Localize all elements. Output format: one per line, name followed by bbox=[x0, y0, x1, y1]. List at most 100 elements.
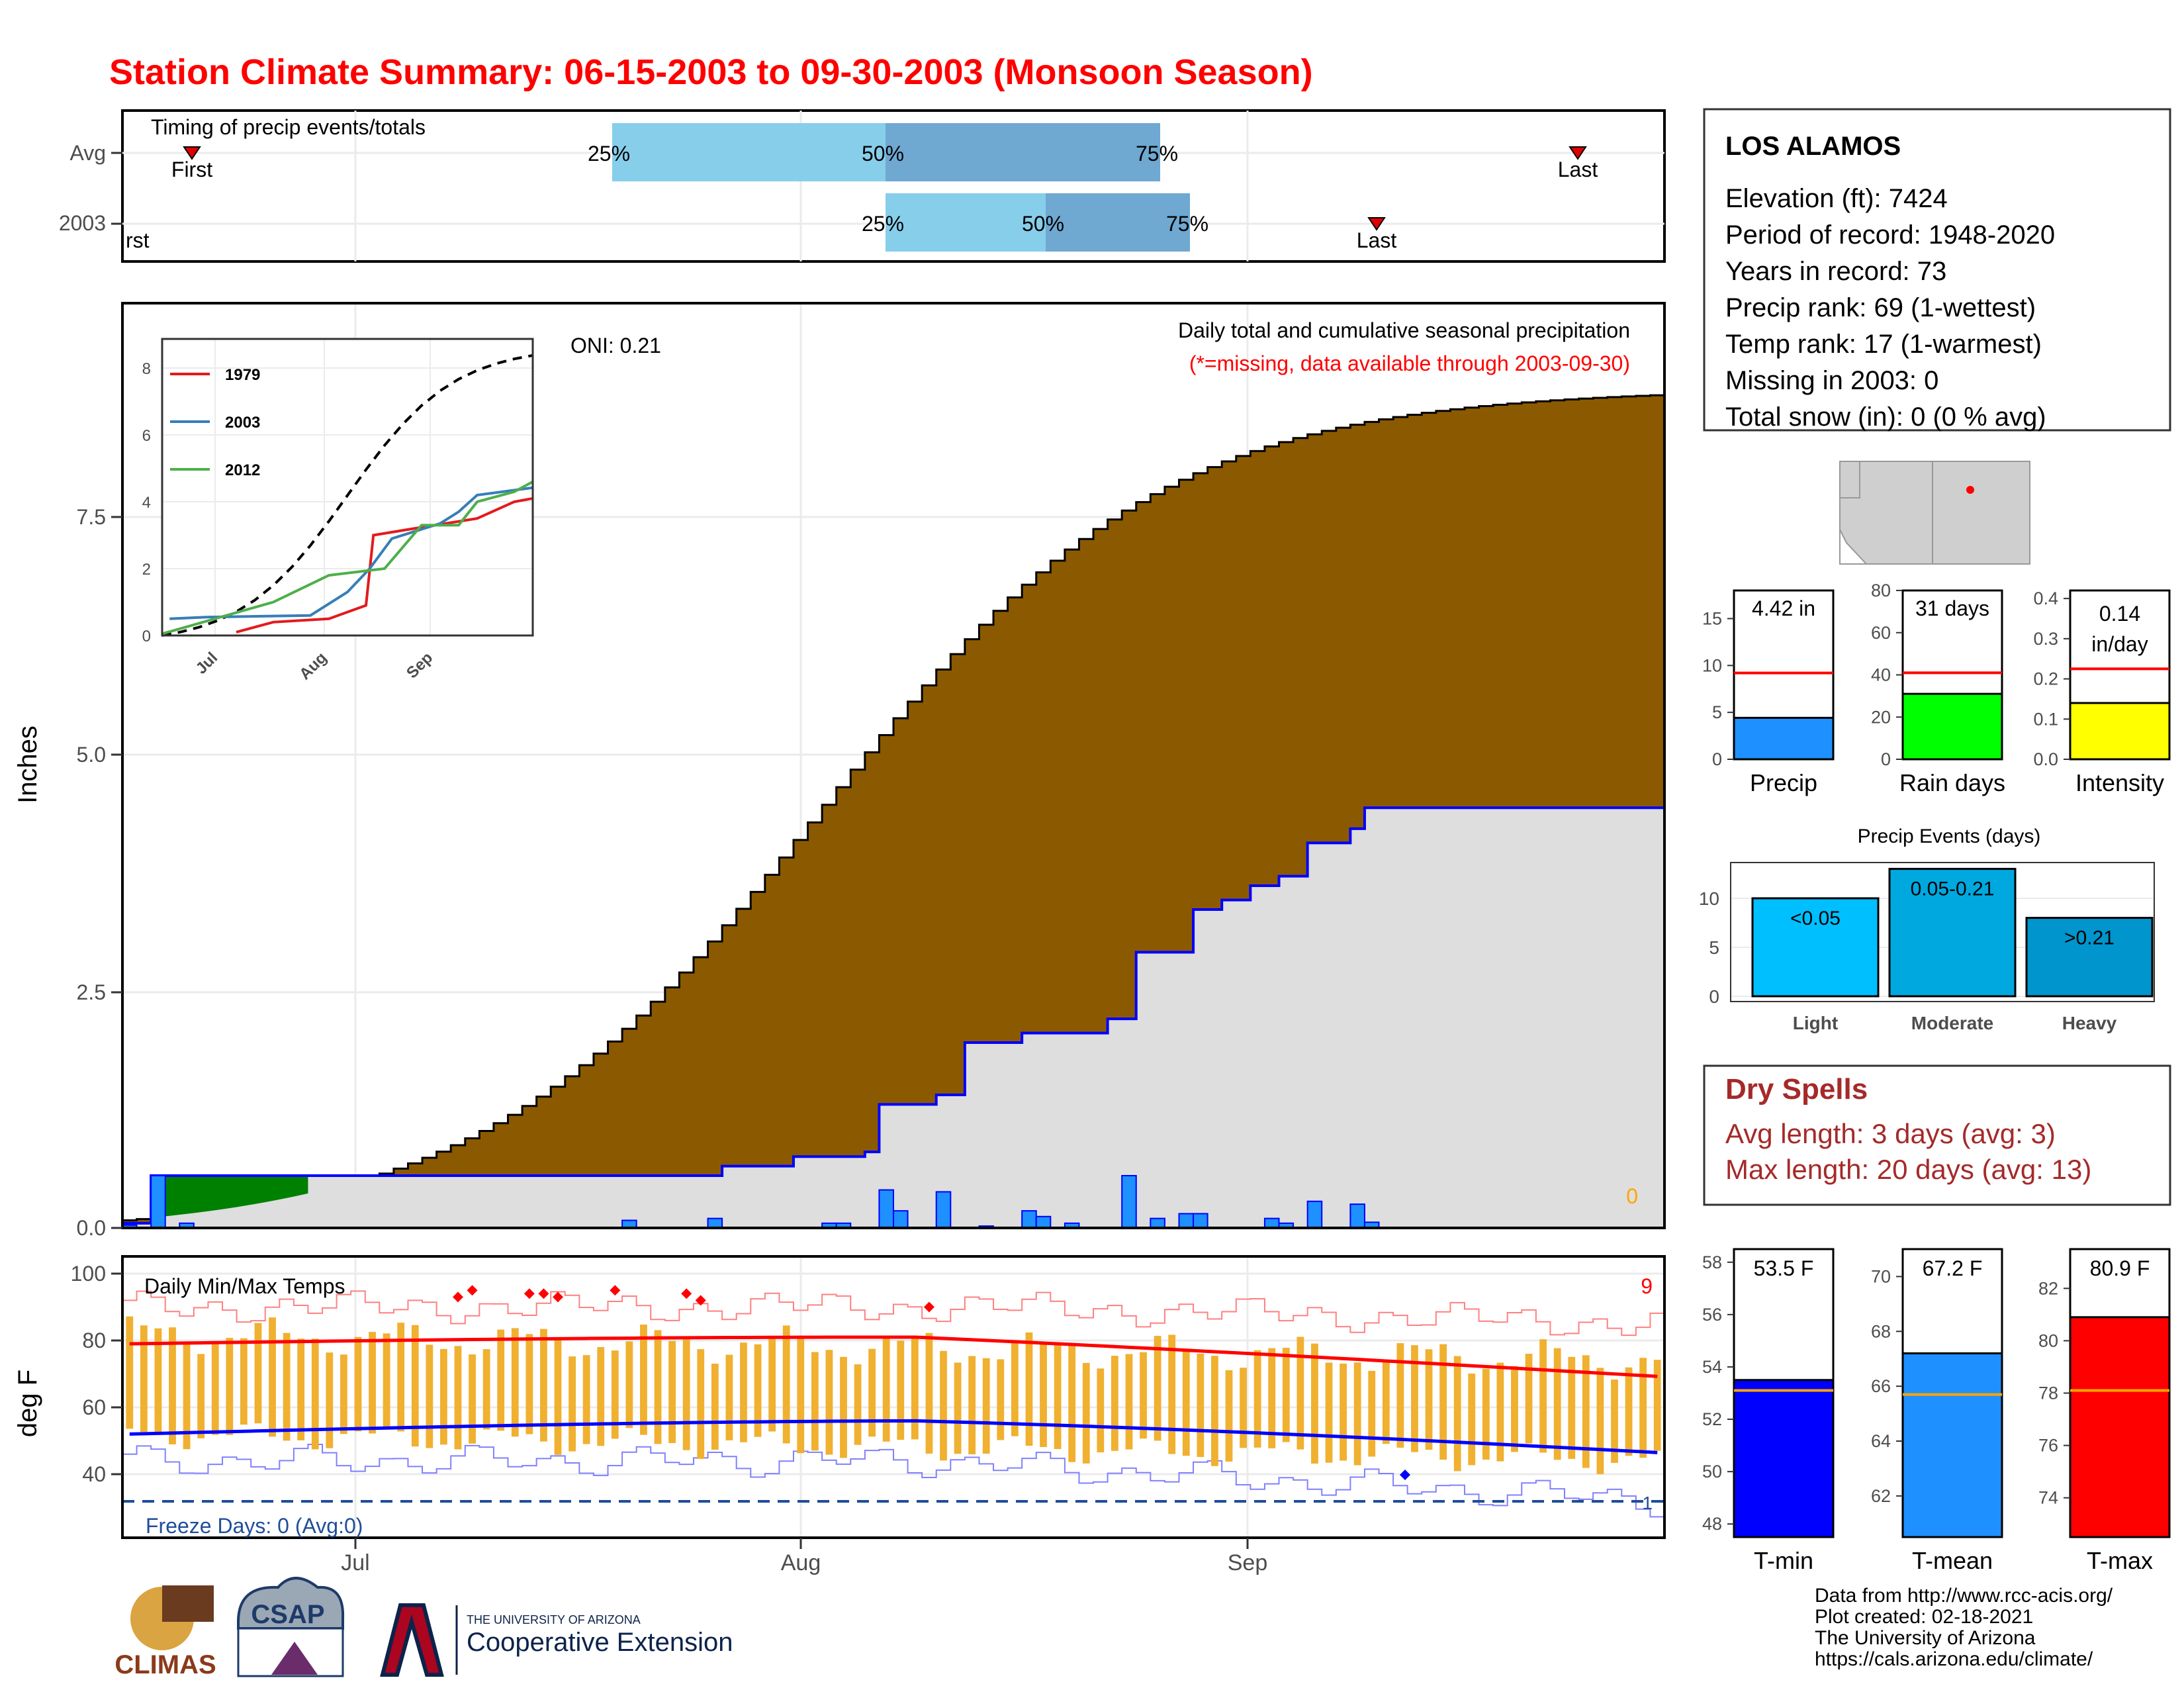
temp-gauge-label: T-max bbox=[2087, 1547, 2153, 1574]
temp-bar bbox=[1511, 1366, 1518, 1452]
temp-bar bbox=[1525, 1354, 1533, 1444]
xtick-aug: Aug bbox=[781, 1550, 821, 1575]
climas-text: CLIMAS bbox=[114, 1650, 216, 1679]
temp-bar bbox=[154, 1328, 162, 1432]
temp-bar bbox=[1211, 1356, 1218, 1466]
station-missing: Missing in 2003: 0 bbox=[1725, 366, 1938, 395]
temp-bar bbox=[1125, 1354, 1133, 1450]
temp-bar bbox=[811, 1352, 819, 1451]
temp-bar bbox=[540, 1329, 547, 1442]
dry-spells-box: Dry Spells Avg length: 3 days (avg: 3) M… bbox=[1703, 1064, 2171, 1206]
temp-bar bbox=[854, 1364, 862, 1445]
location-map bbox=[1839, 461, 2030, 565]
station-temp-rank: Temp rank: 17 (1-warmest) bbox=[1725, 330, 2042, 359]
temp-bar bbox=[968, 1356, 976, 1454]
gauge-tick: 0.0 bbox=[2033, 749, 2058, 769]
temp-bar bbox=[911, 1336, 919, 1440]
event-bar bbox=[1751, 897, 1880, 998]
temp-gauge-label: T-min bbox=[1754, 1547, 1813, 1574]
temp-gauge-tick: 76 bbox=[2038, 1436, 2058, 1456]
temp-bar bbox=[226, 1338, 234, 1435]
temp-bar bbox=[1253, 1350, 1261, 1448]
temp-bar bbox=[454, 1346, 462, 1450]
temp-bar bbox=[1582, 1355, 1590, 1468]
gauge-tick: 20 bbox=[1871, 707, 1891, 727]
inset-ytick-2: 2 bbox=[142, 561, 151, 579]
temp-bar bbox=[1068, 1344, 1076, 1462]
credit-url: https://cals.arizona.edu/climate/ bbox=[1815, 1648, 2093, 1670]
timing-row-2003: 2003 bbox=[59, 211, 106, 235]
temp-bar bbox=[1439, 1344, 1447, 1460]
ytick-0: 0.0 bbox=[77, 1216, 106, 1240]
inset-ytick-8: 8 bbox=[142, 360, 151, 378]
csap-text: CSAP bbox=[251, 1600, 324, 1629]
temp-gauge-value: 67.2 F bbox=[1923, 1256, 1983, 1280]
temp-bar bbox=[1082, 1362, 1090, 1464]
avg-last-marker bbox=[1569, 146, 1587, 160]
temp-bar bbox=[997, 1359, 1005, 1440]
temp-bar bbox=[1054, 1343, 1062, 1449]
temp-gauge-fill bbox=[1733, 1379, 1835, 1538]
temp-bar bbox=[126, 1316, 134, 1429]
temp-bar bbox=[183, 1344, 191, 1450]
temp-gauge-tick: 52 bbox=[1702, 1409, 1722, 1429]
y2003-first-label: rst bbox=[126, 228, 150, 252]
event-bar bbox=[2025, 917, 2154, 998]
daily-precip-bar bbox=[1178, 1213, 1195, 1229]
y2003-last-marker bbox=[1367, 217, 1386, 231]
station-elevation: Elevation (ft): 7424 bbox=[1725, 184, 1948, 213]
precip-ylabel: Inches bbox=[13, 726, 42, 804]
temp-gauge-tick: 62 bbox=[1871, 1486, 1891, 1506]
temp-gauge-tick: 54 bbox=[1702, 1357, 1722, 1377]
hot-count: 9 bbox=[1641, 1274, 1653, 1298]
gauge-tick: 40 bbox=[1871, 665, 1891, 685]
temp-panel-label: Daily Min/Max Temps bbox=[144, 1274, 345, 1298]
inset-chart: 1979 2003 2012 0 2 4 6 8 Jul Aug Sep bbox=[142, 338, 534, 683]
temp-bar bbox=[1140, 1352, 1147, 1439]
gauge-label: Precip bbox=[1750, 769, 1817, 796]
temp-bar bbox=[682, 1339, 690, 1450]
y2003-bar-25-50 bbox=[886, 193, 1046, 252]
record-high-mark bbox=[452, 1291, 463, 1303]
temp-gauges: 53.5 F T-min 48 50 52 54 56 58 67.2 F T-mean 62 64 6… bbox=[1702, 1248, 2171, 1574]
temp-bar bbox=[1197, 1353, 1205, 1457]
temp-bar bbox=[197, 1354, 205, 1438]
temp-ytick-40: 40 bbox=[82, 1462, 106, 1486]
y2003-last-label: Last bbox=[1357, 228, 1397, 252]
temp-bar bbox=[440, 1348, 447, 1445]
temp-bar bbox=[169, 1327, 176, 1444]
temp-bar bbox=[868, 1348, 876, 1437]
daily-precip-bar bbox=[1021, 1210, 1037, 1229]
temp-bar bbox=[1396, 1343, 1404, 1448]
event-bar-label: Moderate bbox=[1911, 1013, 1993, 1033]
temp-bar bbox=[1553, 1348, 1561, 1460]
temp-bar bbox=[654, 1330, 662, 1444]
record-high-mark bbox=[610, 1285, 621, 1296]
temp-bar bbox=[1496, 1362, 1504, 1462]
temp-ytick-100: 100 bbox=[71, 1262, 106, 1286]
temp-bar bbox=[1097, 1368, 1105, 1452]
temp-bar bbox=[369, 1332, 376, 1434]
avg-first-label: First bbox=[171, 158, 212, 181]
temp-bar bbox=[1040, 1342, 1047, 1448]
temp-gauge-tick: 50 bbox=[1702, 1462, 1722, 1481]
missing-count: 0 bbox=[1626, 1184, 1638, 1208]
temp-bar bbox=[354, 1336, 362, 1432]
temp-bar bbox=[1025, 1332, 1033, 1446]
precip-note: Daily total and cumulative seasonal prec… bbox=[1178, 318, 1630, 342]
y2003-p50: 50% bbox=[1022, 212, 1064, 236]
temp-bar bbox=[397, 1323, 405, 1432]
avg-bar-25-50 bbox=[612, 123, 886, 181]
temp-bar bbox=[1182, 1350, 1190, 1456]
gauge-tick: 0.2 bbox=[2033, 669, 2058, 689]
station-snow: Total snow (in): 0 (0 % avg) bbox=[1725, 402, 2046, 432]
dry-spells-title: Dry Spells bbox=[1725, 1073, 1868, 1105]
record-high-marks bbox=[452, 1285, 934, 1313]
temp-bar bbox=[1425, 1349, 1433, 1450]
gauge-fill bbox=[1901, 692, 2003, 761]
temp-gauge-tick: 66 bbox=[1871, 1376, 1891, 1396]
event-bar-value: >0.21 bbox=[2064, 927, 2115, 949]
ytick-5: 5.0 bbox=[77, 743, 106, 767]
temp-gauge-tick: 64 bbox=[1871, 1431, 1891, 1451]
ua-logo: THE UNIVERSITY OF ARIZONA Cooperative Ex… bbox=[380, 1603, 733, 1677]
